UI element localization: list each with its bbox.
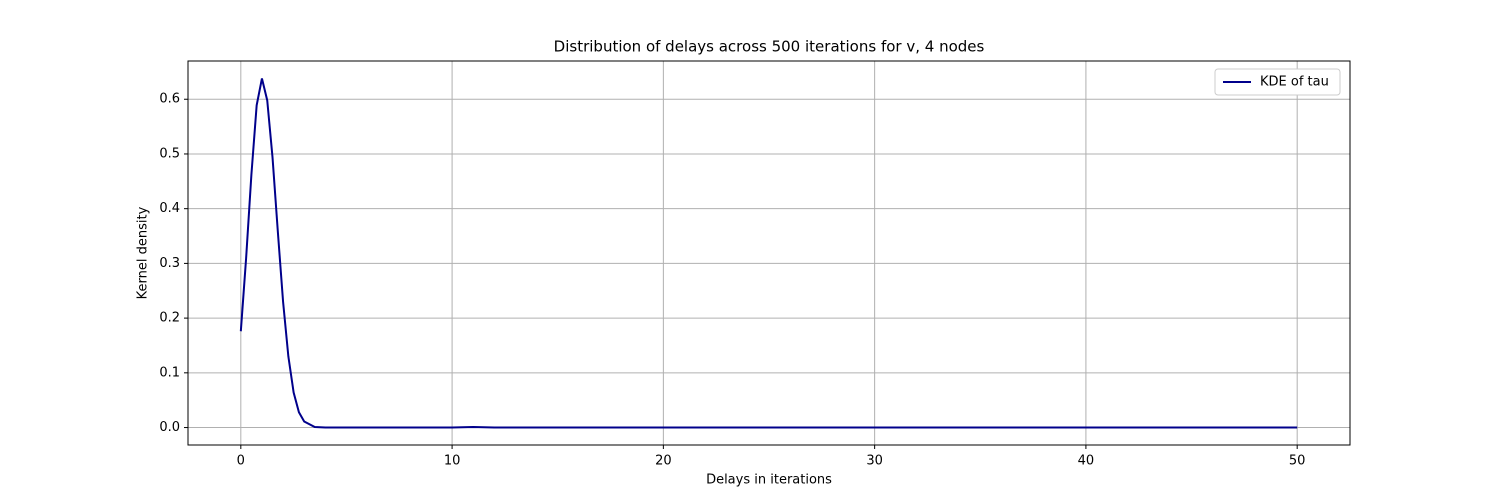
data-line	[239, 78, 1298, 429]
y-tick-label: 0.2	[159, 311, 180, 326]
x-tick-label: 20	[655, 454, 672, 469]
x-tick-label: 30	[866, 454, 883, 469]
plot-frame	[187, 60, 1351, 446]
x-tick-label: 40	[1078, 454, 1095, 469]
x-tick-label: 0	[237, 454, 245, 469]
y-tick-label: 0.3	[159, 256, 180, 271]
x-tick-label: 10	[444, 454, 461, 469]
y-tick-label: 0.0	[159, 420, 180, 435]
x-tick-label: 50	[1289, 454, 1306, 469]
legend-label: KDE of tau	[1260, 75, 1329, 90]
chart-title: Distribution of delays across 500 iterat…	[554, 38, 985, 56]
y-tick-label: 0.5	[159, 146, 180, 161]
y-tick-label: 0.1	[159, 365, 180, 380]
y-tick-label: 0.4	[159, 201, 180, 216]
y-tick-label: 0.6	[159, 92, 180, 107]
legend-box	[1214, 68, 1341, 96]
y-axis-label: Kernel density	[136, 206, 151, 299]
x-axis-label: Delays in iterations	[706, 473, 832, 488]
